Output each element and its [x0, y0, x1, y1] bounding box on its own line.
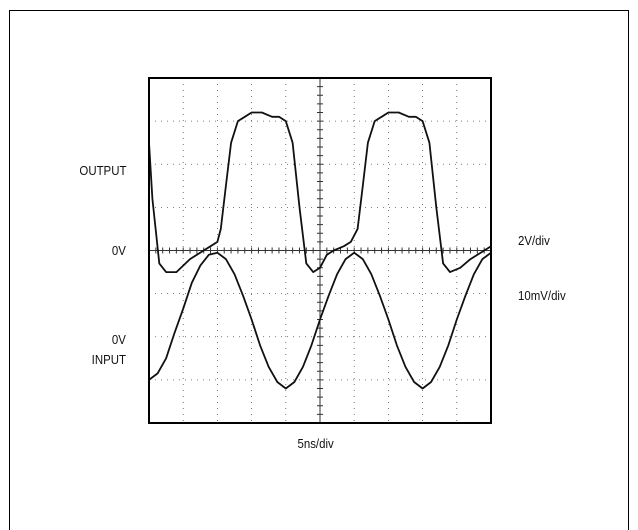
figure-frame [9, 10, 629, 530]
input-trace [148, 251, 492, 390]
traces [148, 111, 492, 390]
input-scale-label: 10mV/div [518, 288, 566, 303]
plot-border [148, 77, 492, 424]
output-label: OUTPUT [78, 163, 126, 178]
time-scale-label: 5ns/div [297, 436, 334, 451]
grid [149, 78, 491, 423]
input-zero-label: 0V [112, 332, 126, 347]
input-label: INPUT [91, 352, 126, 367]
oscilloscope-chart [148, 77, 492, 424]
output-scale-label: 2V/div [518, 233, 550, 248]
output-trace [148, 111, 492, 274]
output-zero-label: 0V [112, 243, 126, 258]
